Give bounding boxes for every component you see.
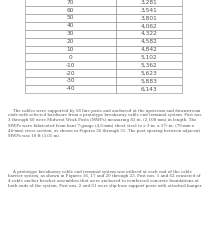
Text: A prototype breakaway cable end terminal system was utilized at each end of the : A prototype breakaway cable end terminal… xyxy=(8,170,201,188)
Text: The cables were supported by 58 line posts and anchored at the upstream and down: The cables were supported by 58 line pos… xyxy=(8,109,202,138)
